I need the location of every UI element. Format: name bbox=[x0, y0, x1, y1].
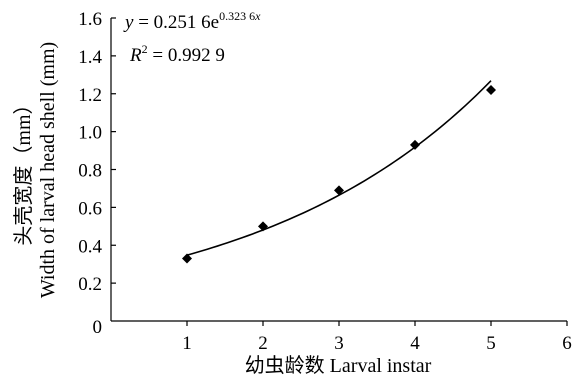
x-tick-label: 2 bbox=[258, 333, 268, 354]
data-point bbox=[182, 253, 192, 264]
x-tick-label: 5 bbox=[486, 333, 496, 354]
ticks: 0 0.2 0.4 0.6 0.8 1.0 1.2 1.4 1.6 1 2 3 4 5 6 bbox=[78, 9, 572, 354]
y-tick-label: 1.2 bbox=[78, 85, 102, 106]
data-point bbox=[258, 221, 268, 232]
y-axis-title-cn: 头壳宽度（mm） bbox=[12, 94, 35, 245]
x-axis-title: 幼虫龄数 Larval instar bbox=[245, 354, 432, 377]
data-point bbox=[334, 185, 344, 196]
y-tick-label: 0.2 bbox=[78, 274, 102, 295]
y-tick-label: 0.6 bbox=[78, 198, 102, 219]
r-squared-annotation: R2 = 0.992 9 bbox=[129, 42, 225, 66]
data-points bbox=[182, 84, 496, 264]
x-tick-label: 6 bbox=[562, 333, 572, 354]
x-tick-label: 3 bbox=[334, 333, 344, 354]
trendline-layer bbox=[186, 80, 492, 256]
y-tick-label: 1.0 bbox=[78, 123, 102, 144]
x-tick-label: 1 bbox=[182, 333, 192, 354]
data-point bbox=[410, 139, 420, 150]
y-tick-label: 0.8 bbox=[78, 161, 102, 182]
y-tick-label: 1.6 bbox=[78, 9, 102, 30]
y-tick-label: 0.4 bbox=[78, 236, 102, 257]
y-tick-label: 1.4 bbox=[78, 47, 102, 68]
y-axis-title-en: Width of larval head shell (mm) bbox=[37, 42, 59, 298]
x-tick-label: 4 bbox=[410, 333, 420, 354]
equation-annotation: y = 0.251 6e0.323 6x bbox=[123, 9, 261, 33]
y-tick-label: 0 bbox=[93, 317, 103, 338]
data-point bbox=[486, 84, 496, 95]
trendline bbox=[186, 80, 492, 256]
